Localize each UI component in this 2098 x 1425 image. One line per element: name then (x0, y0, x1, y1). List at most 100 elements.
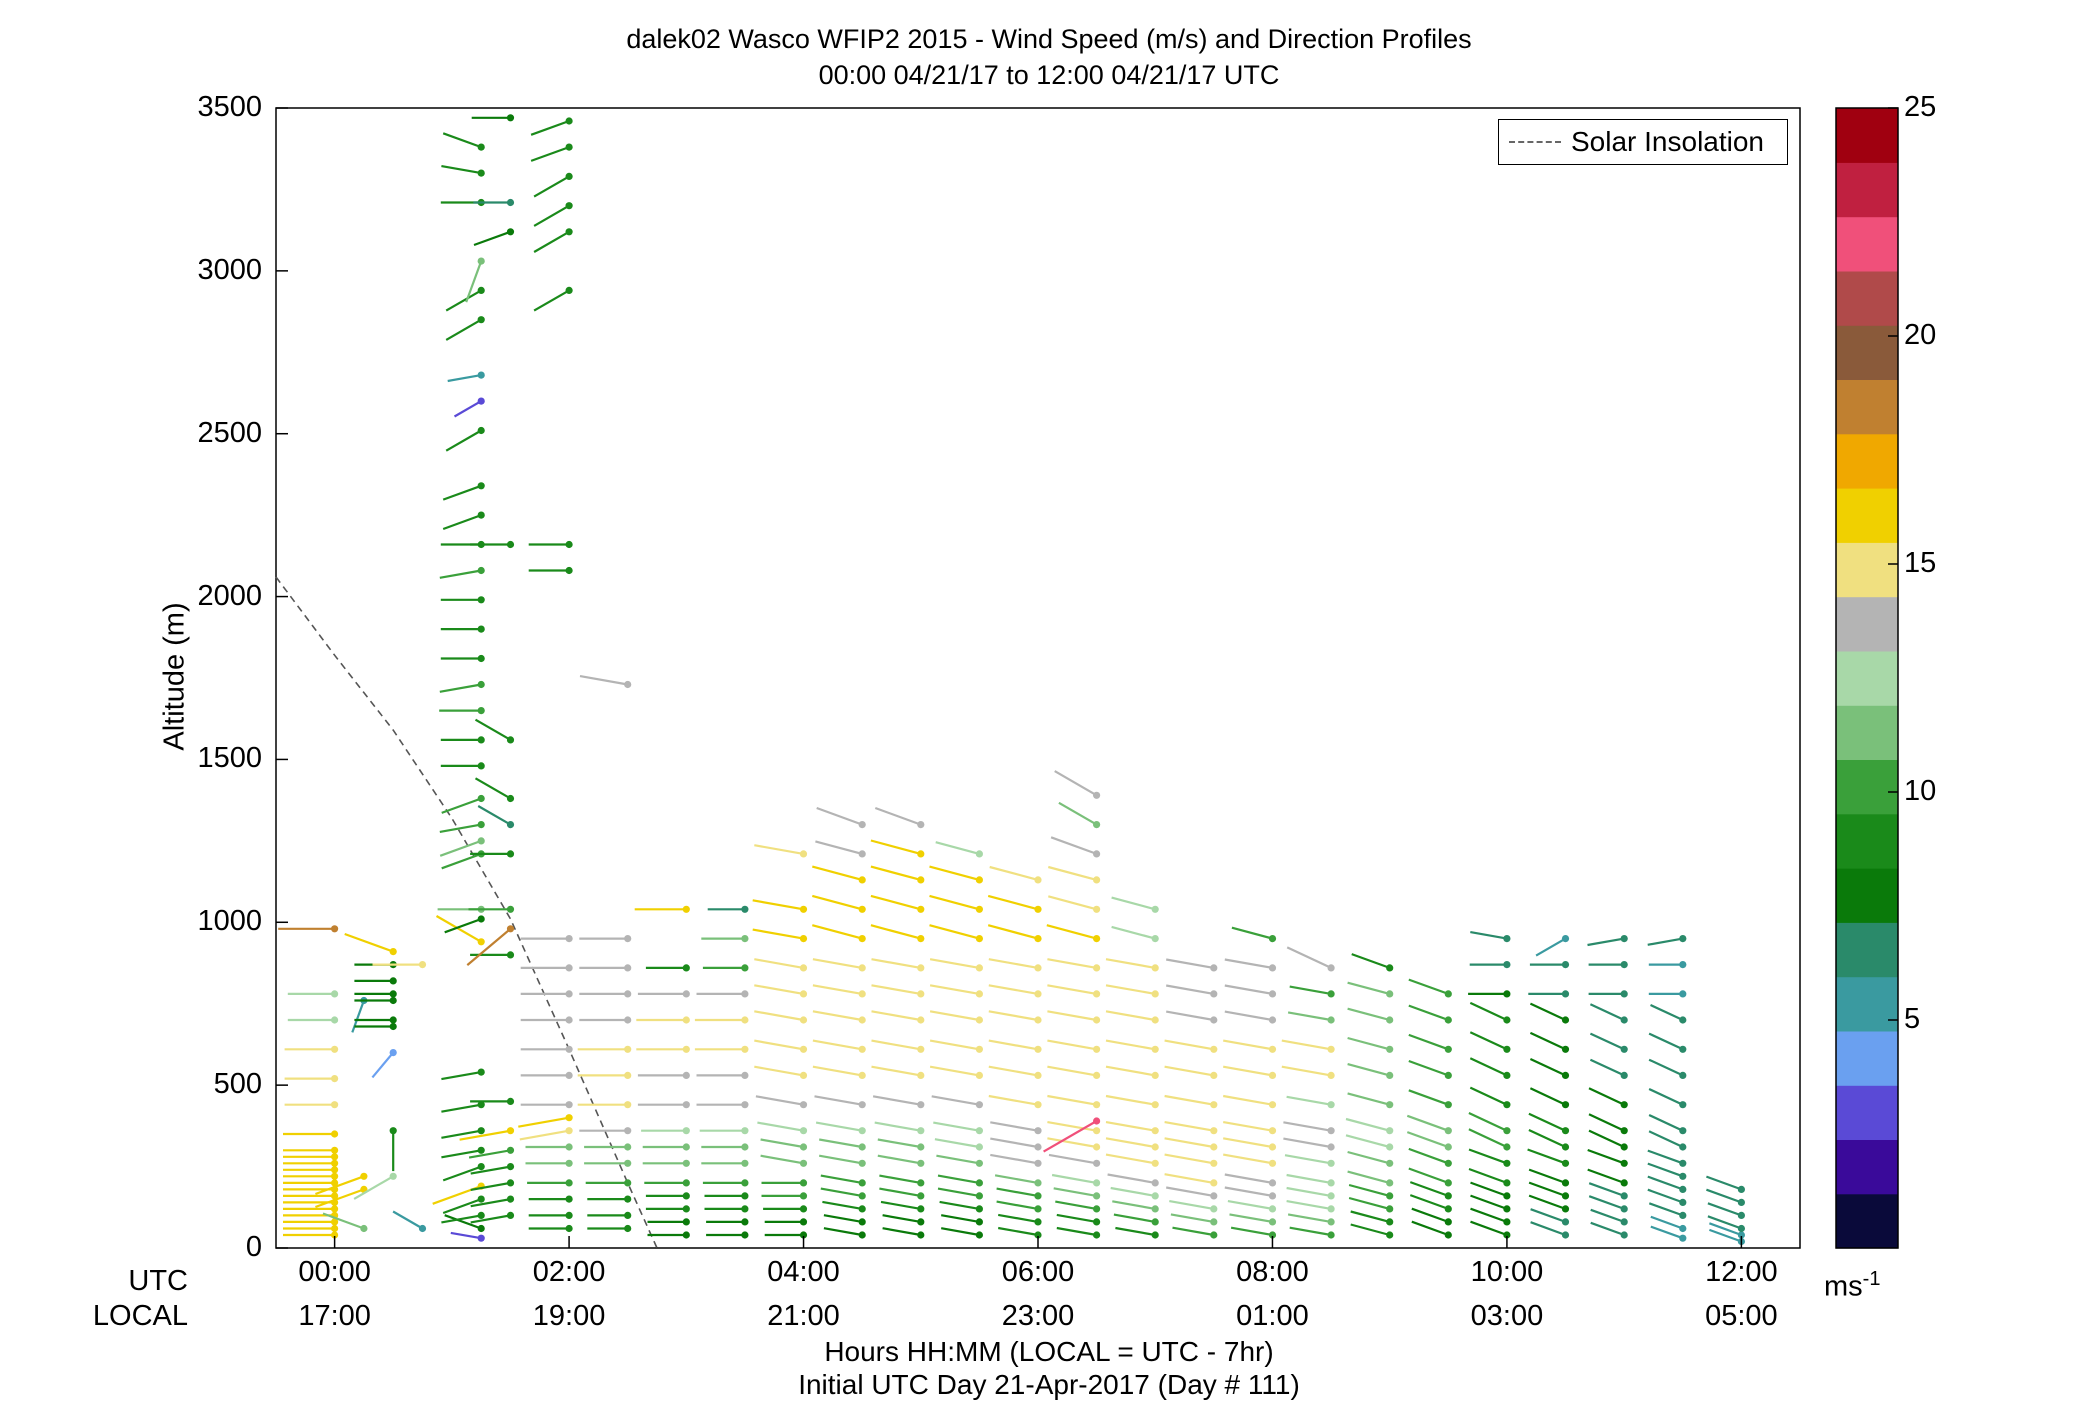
wind-barb-dot (917, 964, 925, 972)
wind-barb-dot (1561, 1205, 1570, 1213)
wind-barb-shaft (442, 1165, 482, 1182)
wind-barb-shaft (1166, 1186, 1214, 1197)
wind-barb-shaft (941, 1227, 980, 1237)
wind-barb-shaft (1529, 1031, 1566, 1051)
wind-barb-shaft (533, 204, 570, 227)
wind-barb-shaft (880, 1200, 921, 1210)
wind-barb-dot (624, 1143, 632, 1151)
wind-barb-dot (1444, 1143, 1452, 1151)
wind-barb-dot (1151, 1143, 1159, 1151)
wind-barb-dot (917, 1045, 925, 1053)
wind-barb-dot (975, 1143, 984, 1151)
wind-barb-shaft (1528, 1112, 1566, 1132)
wind-barb-dot (1737, 1224, 1745, 1233)
wind-barb-shaft (1112, 1200, 1156, 1210)
wind-barb-shaft (1172, 1226, 1214, 1237)
wind-barb-shaft (1105, 984, 1156, 995)
wind-barb-shaft (1223, 1121, 1273, 1132)
wind-barb-dot (1151, 1045, 1159, 1053)
wind-barb-shaft (1408, 1033, 1449, 1051)
wind-barb-dot (1268, 1205, 1277, 1213)
wind-barb-shaft (1411, 1220, 1449, 1237)
wind-barb-dot (1268, 990, 1277, 998)
wind-barb-dot (506, 1195, 515, 1203)
wind-barb-shaft (820, 1174, 863, 1184)
wind-barb-shaft (518, 1116, 570, 1128)
wind-barb-shaft (990, 1153, 1039, 1165)
wind-barb-dot (682, 964, 690, 972)
wind-barb-shaft (1648, 1130, 1684, 1148)
wind-barb-shaft (1647, 1162, 1684, 1178)
wind-barb-dot (389, 990, 397, 998)
wind-barb-shaft (933, 1121, 980, 1132)
wind-barb-dot (917, 1205, 925, 1213)
wind-barb-dot (624, 964, 632, 972)
wind-barb-dot (741, 1179, 749, 1187)
wind-barb-shaft (823, 1214, 863, 1223)
wind-barb-shaft (1166, 958, 1214, 969)
wind-barb-shaft (1588, 1182, 1625, 1197)
wind-barb-dot (1561, 1045, 1570, 1053)
wind-barb-dot (1503, 1192, 1511, 1200)
wind-barb-dot (1034, 1192, 1042, 1200)
wind-barb-dot (1503, 961, 1511, 969)
x-tick-label-utc: 04:00 (767, 1256, 840, 1288)
y-tick-label: 1500 (197, 742, 262, 775)
wind-barb-shaft (871, 1065, 921, 1077)
wind-barb-dot (506, 114, 515, 122)
wind-barb-dot (741, 1127, 749, 1135)
wind-barb-dot (565, 117, 573, 125)
wind-barb-dot (1034, 1218, 1042, 1226)
colorbar-band (1836, 1030, 1898, 1086)
wind-barb-shaft (1470, 1207, 1508, 1223)
wind-barb-dot (1268, 1179, 1277, 1187)
wind-barb-dot (1327, 1016, 1335, 1024)
wind-barb-dot (477, 596, 485, 604)
wind-barb-dot (858, 964, 866, 972)
wind-barb-shaft (1408, 1059, 1449, 1077)
wind-barb-shaft (754, 1065, 804, 1077)
wind-barb-dot (799, 1218, 808, 1226)
wind-barb-dot (1327, 1159, 1335, 1167)
wind-barb-shaft (937, 1174, 980, 1184)
wind-barb-shaft (1647, 937, 1683, 946)
wind-barb-dot (1093, 1117, 1101, 1125)
wind-barb-dot (917, 1127, 925, 1135)
wind-barb-dot (1034, 990, 1042, 998)
colorbar-band (1836, 162, 1898, 218)
wind-barb-dot (1268, 1045, 1277, 1053)
wind-barb-dot (506, 821, 515, 829)
wind-barb-shaft (1709, 1228, 1742, 1243)
wind-barb-dot (624, 1211, 632, 1219)
wind-barb-dot (1034, 1143, 1042, 1151)
wind-barb-shaft (441, 1129, 482, 1139)
wind-barb-dot (1561, 1127, 1570, 1135)
wind-barb-shaft (1043, 1120, 1098, 1153)
wind-barb-dot (624, 1127, 632, 1135)
wind-barb-shaft (371, 1051, 395, 1079)
wind-barb-dot (1210, 1179, 1218, 1187)
colorbar-band (1836, 705, 1898, 760)
wind-barb-dot (682, 905, 690, 913)
wind-barb-dot (975, 935, 984, 943)
wind-barb-dot (1444, 1071, 1452, 1079)
wind-barb-dot (741, 1159, 749, 1167)
wind-barb-shaft (530, 119, 570, 136)
wind-barb-dot (331, 1218, 339, 1226)
wind-barb-dot (975, 1101, 984, 1109)
wind-barb-dot (1620, 1016, 1628, 1024)
wind-barb-dot (1503, 1045, 1511, 1053)
wind-barb-shaft (819, 1154, 863, 1165)
wind-barb-dot (331, 1075, 339, 1083)
wind-barb-dot (975, 990, 984, 998)
wind-barb-dot (1327, 1101, 1335, 1109)
wind-barb-dot (565, 1045, 573, 1053)
wind-barb-shaft (1648, 1202, 1684, 1217)
colorbar-band (1836, 976, 1898, 1032)
colorbar-band (1836, 596, 1898, 652)
wind-barb-shaft (819, 1138, 863, 1149)
wind-barb-shaft (1706, 1175, 1742, 1191)
wind-barb-dot (1386, 1045, 1394, 1053)
wind-barb-dot (682, 1159, 690, 1167)
